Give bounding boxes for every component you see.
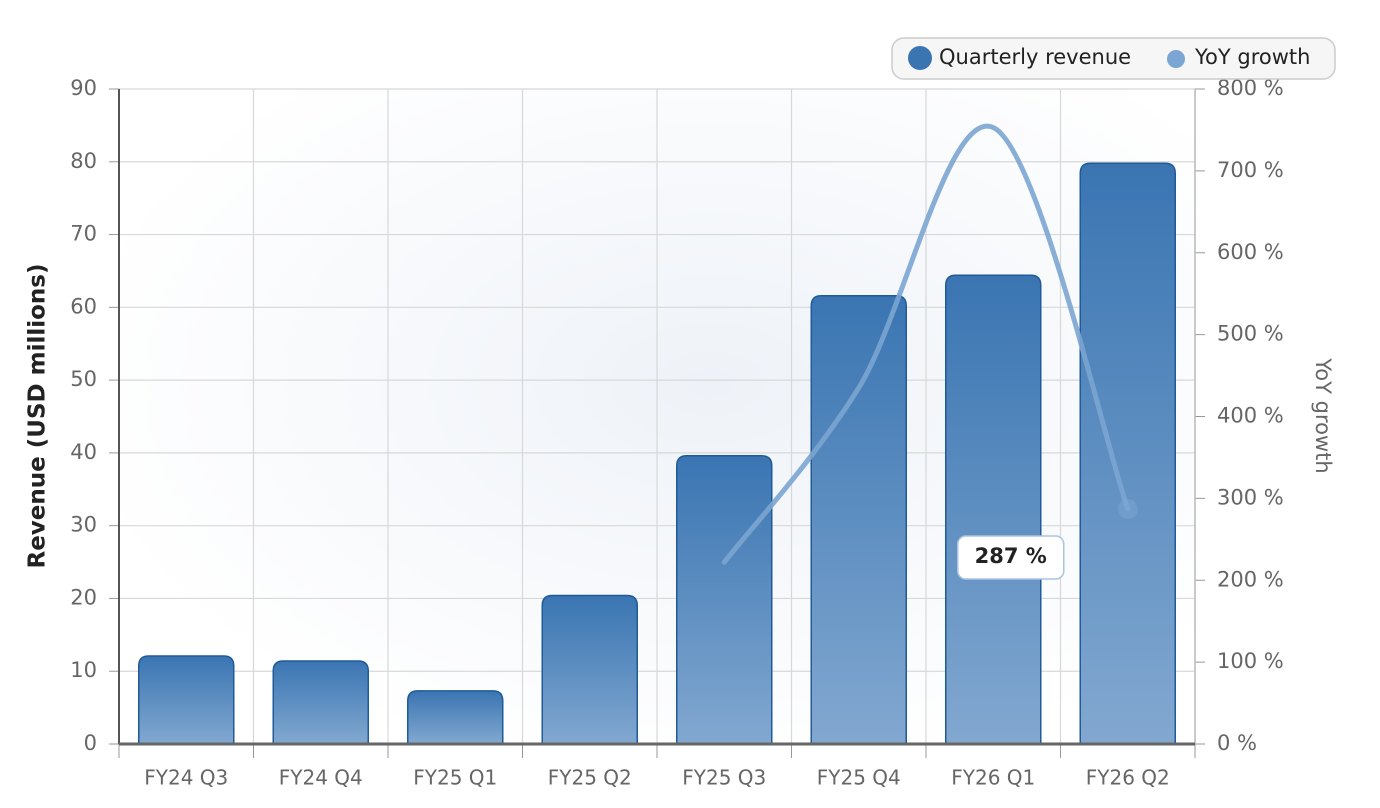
y2-tick-label: 400 %: [1217, 404, 1284, 428]
y-tick-label: 60: [70, 294, 97, 318]
x-tick-label: FY26 Q2: [1086, 766, 1170, 790]
legend: Quarterly revenue YoY growth: [891, 37, 1336, 80]
y2-tick-label: 200 %: [1217, 567, 1284, 591]
y-tick-label: 0: [84, 731, 97, 755]
y-axis-title: Revenue (USD millions): [25, 264, 51, 569]
bar: [945, 274, 1042, 745]
bar: [138, 655, 235, 745]
bar: [810, 294, 907, 745]
bar: [541, 594, 638, 745]
x-tick-label: FY24 Q3: [144, 766, 228, 790]
tooltip-label: 287 %: [975, 544, 1047, 568]
legend-box: [891, 37, 1336, 80]
y2-tick-label: 700 %: [1217, 158, 1284, 182]
y2-tick-label: 600 %: [1217, 240, 1284, 264]
y2-tick-label: 100 %: [1217, 649, 1284, 673]
legend-label[interactable]: Quarterly revenue: [939, 45, 1131, 69]
y-tick-label: 50: [70, 367, 97, 391]
y2-tick-label: 800 %: [1217, 76, 1284, 100]
bar: [676, 455, 773, 745]
line: [721, 123, 1131, 565]
hover-marker: [1117, 499, 1138, 520]
x-tick-label: FY24 Q4: [279, 766, 363, 790]
legend-label[interactable]: YoY growth: [1194, 45, 1310, 69]
tooltip-box: [957, 535, 1065, 580]
x-tick-label: FY25 Q1: [413, 766, 497, 790]
bar: [407, 690, 504, 745]
legend-marker[interactable]: [1167, 50, 1185, 68]
y-tick-label: 80: [70, 149, 97, 173]
y-tick-label: 30: [70, 513, 97, 537]
bar: [272, 660, 369, 745]
bar: [1079, 162, 1176, 745]
x-tick-label: FY25 Q2: [548, 766, 632, 790]
y2-axis-title: YoY growth: [1311, 357, 1335, 473]
x-tick-label: FY26 Q1: [951, 766, 1035, 790]
y-tick-label: 20: [70, 585, 97, 609]
y-tick-label: 90: [70, 76, 97, 100]
y2-tick-label: 0 %: [1217, 731, 1257, 755]
x-tick-label: FY25 Q3: [682, 766, 766, 790]
y2-tick-label: 300 %: [1217, 485, 1284, 509]
legend-marker[interactable]: [908, 46, 932, 70]
y2-tick-label: 500 %: [1217, 322, 1284, 346]
y-tick-label: 10: [70, 658, 97, 682]
x-tick-label: FY25 Q4: [817, 766, 901, 790]
y-tick-label: 70: [70, 222, 97, 246]
y-tick-label: 40: [70, 440, 97, 464]
